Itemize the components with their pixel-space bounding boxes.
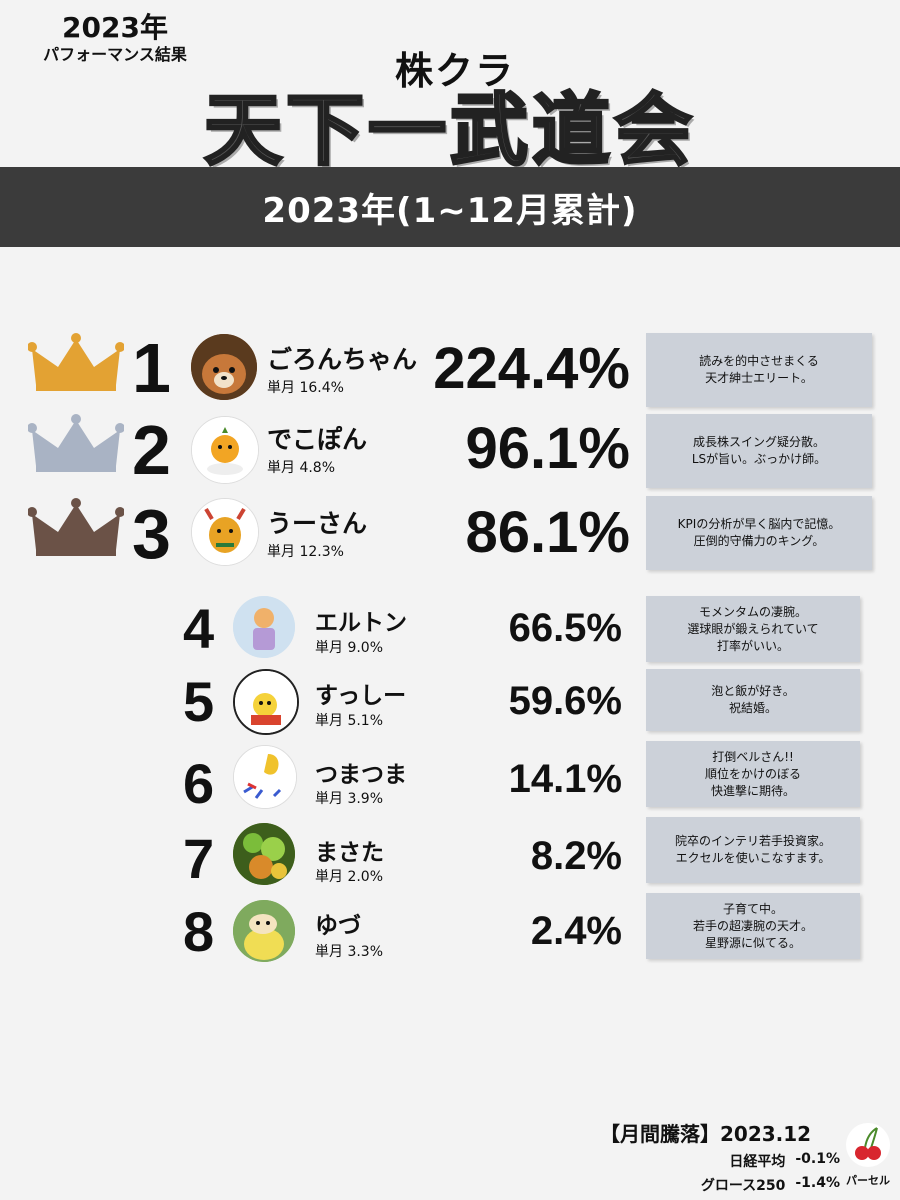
- comment-line: 読みを的中させまくる: [699, 354, 819, 368]
- monthly-return: 単月 3.3%: [315, 944, 384, 960]
- brand-logo: パーセル: [840, 1122, 896, 1192]
- cumulative-return: 96.1%: [465, 416, 630, 481]
- comment-line: 圧倒的守備力のキング。: [693, 534, 825, 548]
- player-name: すっしー: [315, 683, 407, 709]
- cumulative-return: 2.4%: [530, 909, 622, 953]
- brand-label: 株クラ: [394, 49, 515, 93]
- subtitle: パフォーマンス結果: [43, 45, 187, 64]
- comment-box: 読みを的中させまくる 天才紳士エリート。: [646, 333, 872, 407]
- comment-box: KPIの分析が早く脳内で記憶。 圧倒的守備力のキング。: [646, 496, 872, 570]
- rank-number: 4: [183, 597, 215, 660]
- player-name: まさた: [315, 840, 384, 866]
- monthly-return: 単月 3.9%: [315, 791, 384, 807]
- market-summary-heading: 【月間騰落】2023.12: [600, 1122, 812, 1146]
- rank-number: 5: [183, 670, 215, 733]
- index-value: -0.1%: [795, 1151, 840, 1167]
- main-title: 天下一武道会: [202, 86, 696, 176]
- comment-line: 天才紳士エリート。: [705, 371, 813, 385]
- comment-line: 打倒ベルさん!!: [712, 749, 794, 764]
- index-row: 日経平均 -0.1%: [600, 1151, 840, 1171]
- comment-box: 院卒のインテリ若手投資家。 エクセルを使いこなすます。: [646, 817, 860, 883]
- comment-box: 泡と飯が好き。 祝結婚。: [646, 669, 860, 731]
- comment-line: 子育て中。: [722, 901, 783, 916]
- rank-number: 1: [132, 329, 171, 407]
- comment-line: エクセルを使いこなすます。: [675, 851, 831, 865]
- monthly-return: 単月 12.3%: [267, 544, 344, 560]
- monthly-return: 単月 2.0%: [315, 869, 384, 885]
- bronze-crown-icon: [27, 498, 125, 562]
- index-value: -1.4%: [795, 1175, 840, 1191]
- monthly-return: 単月 4.8%: [267, 460, 336, 476]
- player-name: ごろんちゃん: [267, 345, 418, 374]
- comment-line: 院卒のインテリ若手投資家。: [674, 834, 831, 848]
- player-name: エルトン: [315, 610, 407, 636]
- silver-crown-icon: [27, 414, 125, 478]
- cumulative-return: 59.6%: [508, 679, 622, 723]
- monthly-market-summary: 【月間騰落】2023.12 日経平均 -0.1% グロース250 -1.4%: [600, 1118, 840, 1195]
- avatar: [233, 823, 295, 885]
- comment-line: 快進撃に期待。: [710, 783, 795, 798]
- period-label: 2023年(1~12月累計): [262, 190, 638, 231]
- index-row: グロース250 -1.4%: [600, 1175, 840, 1195]
- comment-line: 選球眼が鍛えられていて: [687, 621, 819, 636]
- avatar: [233, 669, 299, 735]
- cumulative-return: 66.5%: [508, 606, 622, 650]
- rank-number: 3: [132, 495, 171, 573]
- comment-box: 成長株スイング疑分散。 LSが旨い。ぶっかけ師。: [646, 414, 872, 488]
- player-name: でこぽん: [267, 425, 368, 454]
- monthly-return: 単月 5.1%: [315, 713, 384, 729]
- player-name: ゆづ: [315, 913, 361, 939]
- year-tag: 2023年 パフォーマンス結果: [0, 12, 230, 66]
- cumulative-return: 14.1%: [508, 757, 622, 801]
- comment-line: 順位をかけのぼる: [704, 766, 801, 781]
- comment-line: 若手の超凄腕の天才。: [692, 918, 813, 933]
- avatar: [233, 596, 295, 658]
- player-name: うーさん: [267, 509, 368, 538]
- avatar: [233, 745, 297, 809]
- comment-line: 打率がいい。: [716, 638, 789, 653]
- monthly-return: 単月 16.4%: [267, 380, 344, 396]
- avatar: [191, 498, 259, 566]
- logo-text: パーセル: [846, 1174, 890, 1187]
- rank-number: 8: [183, 900, 215, 963]
- cherry-icon: [846, 1123, 890, 1167]
- comment-line: 祝結婚。: [728, 701, 777, 715]
- rank-number: 2: [132, 411, 171, 489]
- avatar: [233, 900, 295, 962]
- period-banner: 2023年(1~12月累計): [0, 167, 900, 247]
- rank-number: 7: [183, 827, 215, 890]
- player-name: つまつま: [315, 762, 407, 788]
- comment-line: LSが旨い。ぶっかけ師。: [691, 452, 827, 466]
- comment-line: 泡と飯が好き。: [711, 684, 795, 698]
- comment-line: KPIの分析が早く脳内で記憶。: [677, 517, 841, 531]
- gold-crown-icon: [27, 333, 125, 397]
- rank-number: 6: [183, 752, 215, 815]
- comment-box: モメンタムの凄腕。 選球眼が鍛えられていて 打率がいい。: [646, 596, 860, 662]
- cumulative-return: 8.2%: [530, 834, 622, 878]
- cumulative-return: 86.1%: [465, 500, 630, 565]
- comment-line: 成長株スイング疑分散。: [692, 435, 825, 449]
- comment-box: 打倒ベルさん!! 順位をかけのぼる 快進撃に期待。: [646, 741, 860, 807]
- cumulative-return: 224.4%: [433, 336, 630, 401]
- avatar: [191, 334, 257, 400]
- monthly-return: 単月 9.0%: [315, 640, 384, 656]
- year-label: 2023年: [62, 11, 168, 44]
- comment-line: 星野源に似てる。: [704, 935, 801, 950]
- index-name: グロース250: [700, 1178, 786, 1194]
- index-name: 日経平均: [729, 1154, 786, 1170]
- comment-line: モメンタムの凄腕。: [698, 604, 807, 619]
- avatar: [191, 416, 259, 484]
- comment-box: 子育て中。 若手の超凄腕の天才。 星野源に似てる。: [646, 893, 860, 959]
